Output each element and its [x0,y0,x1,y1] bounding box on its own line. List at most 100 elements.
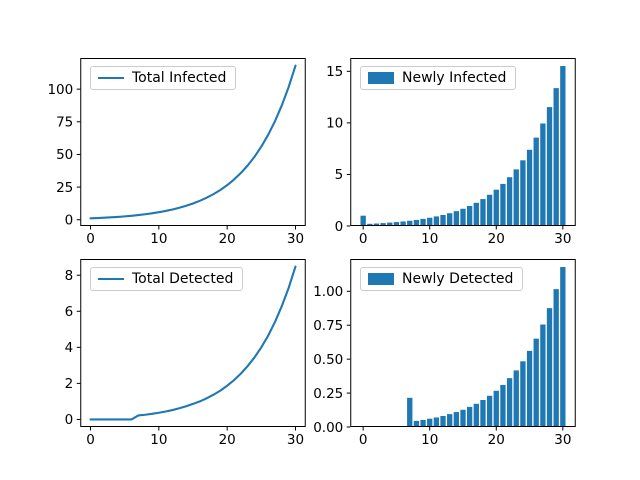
legend-label: Total Detected [132,271,234,287]
y-tick-label: 0.50 [313,352,343,368]
bar [520,160,526,226]
legend-total-infected: Total Infected [90,66,237,90]
bar [480,199,486,226]
legend-newly-detected: Newly Detected [360,267,524,291]
y-tick-label: 6 [65,304,74,320]
bar [506,378,513,427]
bar [407,220,413,226]
y-tick-label: 4 [65,340,74,356]
x-tick-label: 10 [150,432,167,448]
bar [367,223,373,226]
bar [420,218,426,226]
y-tick-label: 8 [65,268,74,284]
bar [506,177,513,226]
bar [387,222,393,226]
total-infected-plot: 0 10 20 30 0 25 50 75 100 [47,58,306,247]
legend-line-sample-icon [98,277,124,281]
x-tick-label: 10 [421,432,438,448]
bar [400,221,406,226]
x-tick-label: 30 [287,432,304,448]
y-tick-label: 0.25 [313,386,343,402]
bar [420,419,426,427]
x-tick-label: 30 [554,432,571,448]
chart-total-infected: 0 10 20 30 0 25 50 75 100 Total Infected [47,58,306,247]
bar [360,215,366,226]
line-series [89,64,297,220]
y-tick-label: 25 [56,180,73,196]
x-tick-label: 20 [219,432,236,448]
bar [546,107,553,226]
y-tick-label: 10 [326,116,343,132]
legend-label: Newly Infected [402,70,507,86]
axes-spines [80,58,306,226]
bar [546,308,553,427]
chart-total-detected: 0 10 20 30 0 2 4 6 8 Total Detected [65,259,306,448]
bar [447,414,453,427]
bar [466,205,473,226]
legend-label: Total Infected [132,70,227,86]
legend-total-detected: Total Detected [90,267,244,291]
bar [413,420,420,427]
x-tick-label: 10 [150,231,167,247]
bar [533,338,539,427]
y-tick-label: 100 [47,82,73,98]
bar [500,183,506,226]
bar [440,214,446,226]
y-tick-label: 0.75 [313,318,343,334]
bar [466,406,473,427]
y-tick-label: 5 [335,167,344,183]
axes-spines [350,259,576,427]
x-tick-label: 20 [219,231,236,247]
y-tick-label: 50 [56,147,73,163]
bar [427,217,433,226]
bar [560,267,566,427]
bar [440,416,446,427]
line-series [89,265,297,421]
bar [413,219,420,226]
bar [460,208,466,226]
bar [540,123,546,226]
axes-spines [80,259,306,427]
legend-line-sample-icon [98,76,124,80]
bar [427,418,433,427]
bar [560,66,566,226]
bar [460,409,466,427]
bar [453,412,459,427]
y-tick-label: 2 [65,376,74,392]
y-tick-label: 0 [65,213,74,229]
y-tick-label: 15 [326,64,343,80]
bar [540,324,546,427]
bar [553,88,559,226]
bar [486,194,493,226]
legend-patch-sample-icon [368,273,394,285]
bar [373,223,380,226]
bar [486,395,493,427]
y-tick-label: 1.00 [313,284,343,300]
bar [520,361,526,427]
bar [393,222,400,226]
bar [533,137,539,226]
legend-patch-sample-icon [368,72,394,84]
x-tick-label: 20 [488,231,505,247]
newly-infected-plot: 0 10 20 30 0 5 10 15 [326,58,576,247]
bar [380,223,386,226]
chart-newly-infected: 0 10 20 30 0 5 10 15 Newly Infected [326,58,576,247]
x-tick-label: 30 [554,231,571,247]
bar [513,169,519,226]
bar [433,417,440,427]
axes-spines [350,58,576,226]
bar [453,211,459,226]
x-tick-label: 0 [86,432,95,448]
y-tick-label: 75 [56,115,73,131]
bar [493,390,499,427]
bar [526,350,533,427]
bar [433,216,440,226]
newly-detected-plot: 0 10 20 30 0.00 0.25 0.50 0.75 1.00 [313,259,576,448]
bar [553,289,559,427]
x-tick-label: 0 [86,231,95,247]
y-tick-label: 0 [65,412,74,428]
y-tick-label: 0 [335,219,344,235]
chart-newly-detected: 0 10 20 30 0.00 0.25 0.50 0.75 1.00 Newly Detect… [313,259,576,448]
bar [513,370,519,427]
